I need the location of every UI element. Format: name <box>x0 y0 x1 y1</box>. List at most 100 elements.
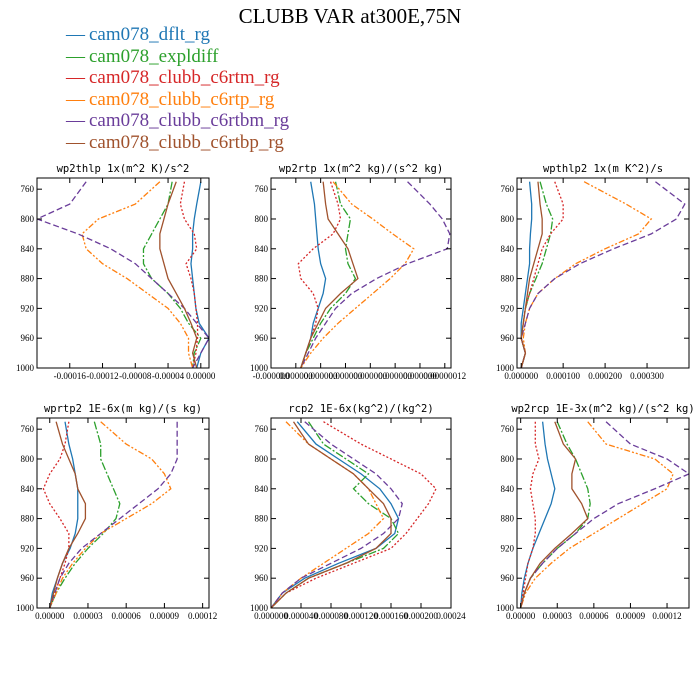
y-tick-label: 1000 <box>250 363 269 373</box>
panel-title: wp2rcp 1E-3x(m^2 kg)/(s^2 kg) <box>511 403 694 415</box>
series-line <box>520 421 589 608</box>
series-line <box>520 181 554 368</box>
legend-swatch: — <box>66 88 85 110</box>
x-tick-label: -0.00012 <box>86 371 118 381</box>
x-tick-label: 0.000160 <box>374 611 408 621</box>
y-tick-label: 1000 <box>496 603 515 613</box>
x-tick-label: -0.00016 <box>54 371 87 381</box>
series-line <box>520 421 556 608</box>
legend-swatch: — <box>66 110 85 131</box>
legend-label: cam078_expldiff <box>89 45 219 67</box>
chart-panel: wprtp2 1E-6x(m kg)/(s kg) 760 800 840 880 920… <box>16 403 217 621</box>
y-tick-label: 920 <box>21 303 35 313</box>
panel-title: wp2rtp 1x(m^2 kg)/(s^2 kg) <box>279 163 443 175</box>
x-tick-label: 0.000120 <box>344 611 378 621</box>
y-tick-label: 880 <box>255 514 269 524</box>
series-line <box>159 181 198 368</box>
legend-swatch: — <box>66 131 85 153</box>
x-tick-label: 0.000300 <box>630 371 664 381</box>
y-tick-label: 840 <box>255 484 269 494</box>
y-tick-label: 800 <box>255 454 269 464</box>
y-tick-label: 920 <box>255 303 269 313</box>
x-tick-label: -0.000000 <box>253 371 290 381</box>
plot-frame <box>516 177 690 369</box>
x-tick-label: 0.000000 <box>329 371 363 381</box>
y-tick-label: 960 <box>501 333 515 343</box>
series-line <box>179 181 199 368</box>
y-tick-label: 1000 <box>16 363 35 373</box>
y-tick-label: 760 <box>501 424 515 434</box>
y-tick-label: 840 <box>501 244 515 254</box>
legend-swatch: — <box>66 45 85 67</box>
legend-label: cam078_clubb_c6rtbm_rg <box>89 110 290 131</box>
y-tick-label: 960 <box>21 333 35 343</box>
series-line <box>37 181 209 368</box>
legend-swatch: — <box>66 24 85 45</box>
x-tick-label: 0.00006 <box>112 611 142 621</box>
y-tick-label: 800 <box>255 214 269 224</box>
page-title: CLUBB VAR at300E,75N <box>238 4 462 28</box>
x-tick-label: 0.00000 <box>35 611 65 621</box>
series-line <box>271 421 437 608</box>
series-group <box>520 181 686 368</box>
chart-panel: wp2thlp 1x(m^2 K)/s^2 760 800 840 880 920 960 1… <box>16 163 216 381</box>
x-tick-label: 0.00012 <box>188 611 217 621</box>
x-tick-label: 0.000200 <box>404 611 438 621</box>
x-tick-label: -0.00004 <box>152 371 185 381</box>
y-tick-label: 920 <box>255 543 269 553</box>
series-line <box>271 421 385 608</box>
panel-title: rcp2 1E-6x(kg^2)/(kg^2) <box>288 403 433 415</box>
chart-panel: wpthlp2 1x(m K^2)/s 760 800 840 880 920 960 100… <box>496 163 690 381</box>
series-line <box>520 181 686 368</box>
y-tick-label: 920 <box>21 543 35 553</box>
series-line <box>81 181 194 368</box>
y-tick-label: 760 <box>501 184 515 194</box>
series-line <box>271 421 392 608</box>
x-tick-label: 0.000000 <box>378 371 412 381</box>
y-tick-label: 880 <box>501 514 515 524</box>
legend: — cam078_dflt_rg — cam078_expldiff — cam078… <box>66 24 289 153</box>
y-tick-label: 920 <box>501 303 515 313</box>
x-tick-label: 0.000000 <box>353 371 387 381</box>
series-line <box>520 421 540 608</box>
x-tick-label: 0.00000 <box>186 371 216 381</box>
y-tick-label: 840 <box>21 484 35 494</box>
legend-swatch: — <box>66 67 85 88</box>
series-group <box>271 421 437 608</box>
y-tick-label: 1000 <box>250 603 269 613</box>
series-group <box>42 421 178 608</box>
x-tick-label: 0.000000 <box>254 611 288 621</box>
plot-frame <box>516 417 690 609</box>
panel-title: wprtp2 1E-6x(m kg)/(s kg) <box>44 403 202 415</box>
series-line <box>271 421 400 608</box>
y-tick-label: 760 <box>255 424 269 434</box>
x-tick-label: 0.00009 <box>150 611 180 621</box>
series-line <box>49 421 87 608</box>
legend-item: — cam078_clubb_c6rtm_rg <box>66 67 289 89</box>
series-line <box>300 181 451 368</box>
x-tick-label: 0.00012 <box>652 611 681 621</box>
y-tick-label: 760 <box>21 424 35 434</box>
plot-frame <box>36 417 210 609</box>
plot-frame <box>270 177 452 369</box>
series-line <box>271 421 403 608</box>
x-tick-label: 0.000040 <box>284 611 318 621</box>
series-line <box>271 421 400 608</box>
x-tick-label: 0.00000 <box>506 611 536 621</box>
series-line <box>300 181 357 368</box>
y-tick-label: 760 <box>21 184 35 194</box>
chart-panel: wp2rcp 1E-3x(m^2 kg)/(s^2 kg) 760 800 840 88… <box>496 403 695 621</box>
x-tick-label: 0.000080 <box>314 611 348 621</box>
y-tick-label: 840 <box>21 244 35 254</box>
plot-frame <box>36 177 210 369</box>
y-tick-label: 880 <box>255 274 269 284</box>
y-tick-label: 880 <box>501 274 515 284</box>
series-group <box>297 181 451 368</box>
x-tick-label: 0.00024 <box>436 611 466 621</box>
y-tick-label: 920 <box>501 543 515 553</box>
y-tick-label: 1000 <box>16 603 35 613</box>
y-tick-label: 960 <box>501 573 515 583</box>
chart-panel: rcp2 1E-6x(kg^2)/(kg^2) 760 800 840 880 920 96… <box>250 403 466 621</box>
y-tick-label: 880 <box>21 514 35 524</box>
